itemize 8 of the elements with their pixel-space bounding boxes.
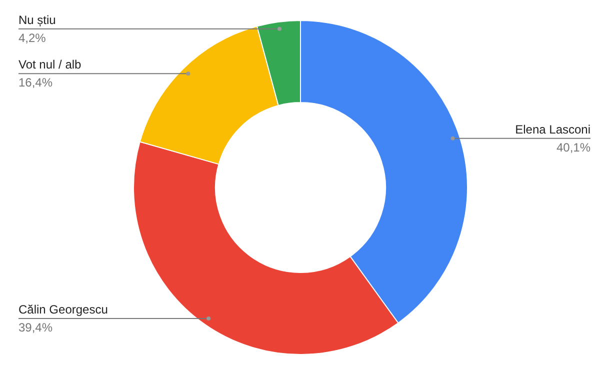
data-label: 16,4% [18, 76, 53, 90]
data-label: 40,1% [556, 140, 591, 154]
slice-label: Călin Georgescu [18, 302, 108, 316]
data-label: 39,4% [18, 320, 53, 334]
slice-label: Vot nul / alb [18, 58, 82, 72]
slice-label: Elena Lasconi [515, 122, 591, 136]
data-label: 4,2% [18, 30, 46, 45]
slice-label: Nu știu [18, 12, 56, 27]
